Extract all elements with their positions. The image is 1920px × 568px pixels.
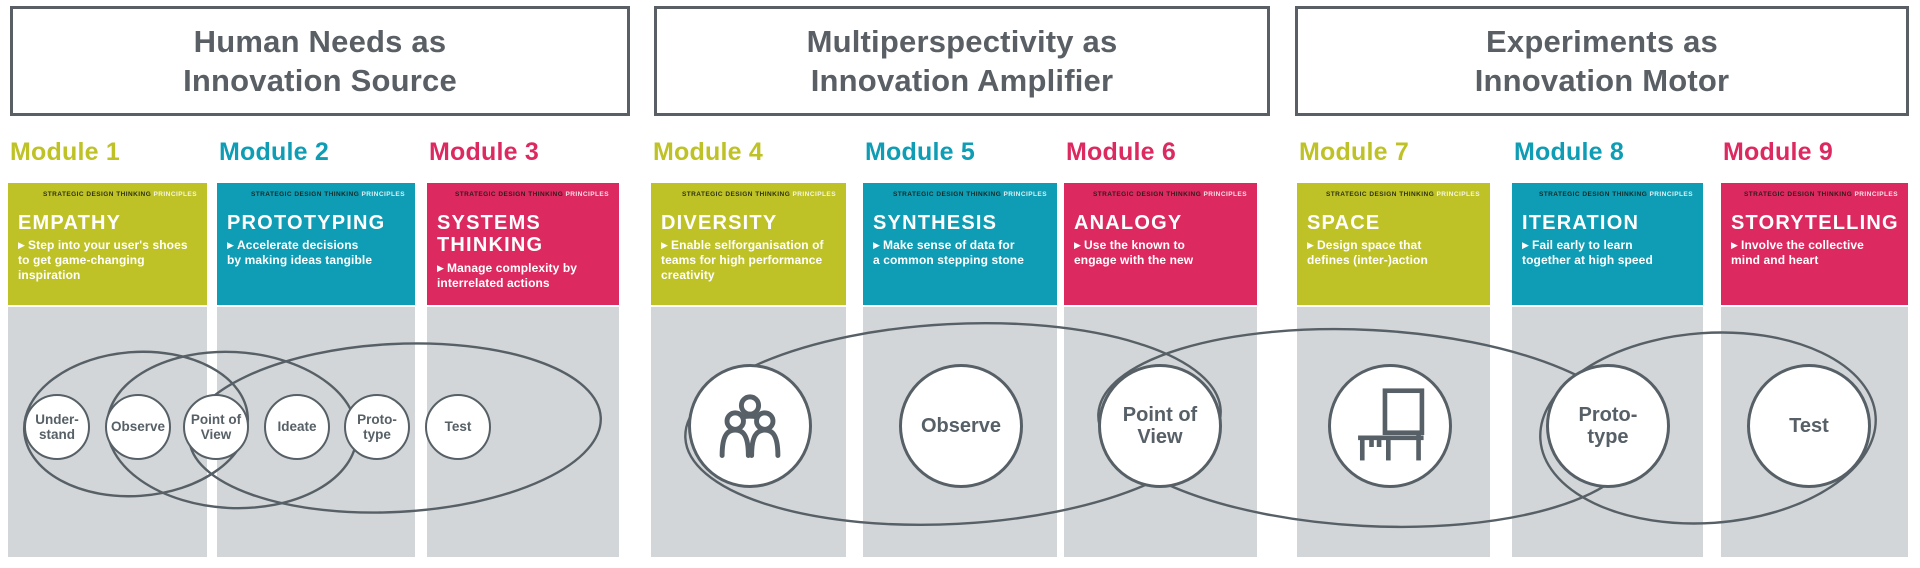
process-step-point-of-view: Point of View bbox=[183, 394, 249, 460]
people-group-icon bbox=[719, 394, 781, 458]
module-label: Module 1 bbox=[10, 138, 120, 166]
process-step-label: Ideate bbox=[277, 419, 317, 435]
group-title: Experiments as Innovation Motor bbox=[1474, 23, 1730, 98]
card-title: SPACE bbox=[1307, 212, 1381, 235]
process-step-label: Point of View bbox=[1122, 403, 1198, 448]
process-step-label: Proto- type bbox=[357, 411, 397, 442]
card-series-title: STRATEGIC DESIGN THINKING PRINCIPLES bbox=[250, 191, 405, 198]
process-circle-diversity bbox=[688, 364, 812, 488]
card-description: ▶ Involve the collective mind and heart bbox=[1731, 238, 1898, 267]
group-header-3: Experiments as Innovation Motor bbox=[1295, 6, 1909, 116]
module-card-diversity: STRATEGIC DESIGN THINKING PRINCIPLES DIV… bbox=[651, 183, 846, 305]
card-description-text: Design space that defines (inter-)action bbox=[1307, 238, 1428, 268]
card-title: STORYTELLING bbox=[1731, 212, 1899, 235]
bullet-arrow-icon: ▶ bbox=[1074, 240, 1082, 251]
process-step-observe: Observe bbox=[105, 394, 171, 460]
bullet-arrow-icon: ▶ bbox=[661, 240, 669, 251]
card-description: ▶ Accelerate decisions by making ideas ta… bbox=[227, 238, 405, 267]
process-step-label: Under- stand bbox=[35, 411, 79, 442]
card-series-title: STRATEGIC DESIGN THINKING PRINCIPLES bbox=[892, 191, 1047, 198]
bullet-arrow-icon: ▶ bbox=[18, 240, 26, 251]
card-description: ▶ Step into your user's shoes to get game… bbox=[18, 238, 197, 282]
group-title: Multiperspectivity as Innovation Amplifi… bbox=[806, 23, 1118, 98]
process-step-test: Test bbox=[425, 394, 491, 460]
process-step-label: Proto- type bbox=[1578, 403, 1638, 448]
card-title: EMPATHY bbox=[18, 212, 122, 235]
card-series-title: STRATEGIC DESIGN THINKING PRINCIPLES bbox=[1092, 191, 1247, 198]
bullet-arrow-icon: ▶ bbox=[873, 240, 881, 251]
card-series-title: STRATEGIC DESIGN THINKING PRINCIPLES bbox=[1325, 191, 1480, 198]
card-series-title: STRATEGIC DESIGN THINKING PRINCIPLES bbox=[1538, 191, 1693, 198]
module-column-1: Module 1 STRATEGIC DESIGN THINKING PRINC… bbox=[8, 0, 207, 568]
card-description-text: Enable selforganisation of teams for hig… bbox=[661, 238, 824, 282]
module-label: Module 5 bbox=[865, 138, 975, 166]
card-description: ▶ Design space that defines (inter-)actio… bbox=[1307, 238, 1480, 267]
process-circle-space bbox=[1328, 364, 1452, 488]
module-column-3: Module 3 STRATEGIC DESIGN THINKING PRINC… bbox=[427, 0, 619, 568]
table-icon bbox=[1358, 388, 1425, 461]
bullet-arrow-icon: ▶ bbox=[1522, 240, 1530, 251]
module-label: Module 2 bbox=[219, 138, 329, 166]
module-card-synthesis: STRATEGIC DESIGN THINKING PRINCIPLES SYN… bbox=[863, 183, 1057, 305]
module-label: Module 7 bbox=[1299, 138, 1409, 166]
module-card-iteration: STRATEGIC DESIGN THINKING PRINCIPLES ITE… bbox=[1512, 183, 1703, 305]
process-step-label: Observe bbox=[920, 414, 1002, 437]
module-card-analogy: STRATEGIC DESIGN THINKING PRINCIPLES ANA… bbox=[1064, 183, 1257, 305]
card-series-title: STRATEGIC DESIGN THINKING PRINCIPLES bbox=[42, 191, 197, 198]
bullet-arrow-icon: ▶ bbox=[227, 240, 235, 251]
card-description-text: Fail early to learn together at high spe… bbox=[1522, 238, 1653, 268]
group-header-2: Multiperspectivity as Innovation Amplifi… bbox=[654, 6, 1270, 116]
module-card-prototyping: STRATEGIC DESIGN THINKING PRINCIPLES PRO… bbox=[217, 183, 415, 305]
module-card-systems-thinking: STRATEGIC DESIGN THINKING PRINCIPLES SYS… bbox=[427, 183, 619, 305]
group-title: Human Needs as Innovation Source bbox=[183, 23, 457, 98]
module-label: Module 8 bbox=[1514, 138, 1624, 166]
process-circle-observe: Observe bbox=[899, 364, 1023, 488]
module-label: Module 4 bbox=[653, 138, 763, 166]
process-step-label: Test bbox=[1789, 414, 1829, 437]
card-description: ▶ Make sense of data for a common steppin… bbox=[873, 238, 1047, 267]
module-card-empathy: STRATEGIC DESIGN THINKING PRINCIPLES EMP… bbox=[8, 183, 207, 305]
card-description: ▶ Manage complexity by interrelated actio… bbox=[437, 261, 609, 290]
card-title: DIVERSITY bbox=[661, 212, 778, 235]
process-step-ideate: Ideate bbox=[264, 394, 330, 460]
process-step-prototype: Proto- type bbox=[344, 394, 410, 460]
module-card-storytelling: STRATEGIC DESIGN THINKING PRINCIPLES STO… bbox=[1721, 183, 1908, 305]
process-step-label: Observe bbox=[110, 419, 166, 435]
process-circle-test: Test bbox=[1747, 364, 1871, 488]
bullet-arrow-icon: ▶ bbox=[437, 262, 445, 273]
bullet-arrow-icon: ▶ bbox=[1307, 240, 1315, 251]
card-description-text: Accelerate decisions by making ideas tan… bbox=[227, 238, 373, 268]
module-label: Module 3 bbox=[429, 138, 539, 166]
card-description: ▶ Use the known to engage with the new bbox=[1074, 238, 1247, 267]
process-step-label: Test bbox=[444, 419, 472, 435]
card-description-text: Involve the collective mind and heart bbox=[1731, 238, 1864, 268]
module-card-space: STRATEGIC DESIGN THINKING PRINCIPLES SPA… bbox=[1297, 183, 1490, 305]
module-label: Module 9 bbox=[1723, 138, 1833, 166]
card-series-title: STRATEGIC DESIGN THINKING PRINCIPLES bbox=[681, 191, 836, 198]
card-description: ▶ Fail early to learn together at high sp… bbox=[1522, 238, 1693, 267]
card-description-text: Use the known to engage with the new bbox=[1074, 238, 1194, 268]
group-header-1: Human Needs as Innovation Source bbox=[10, 6, 630, 116]
card-title: SYNTHESIS bbox=[873, 212, 998, 235]
card-description-text: Make sense of data for a common stepping… bbox=[873, 238, 1024, 268]
card-title: PROTOTYPING bbox=[227, 212, 386, 235]
process-step-label: Point of View bbox=[190, 411, 242, 442]
bullet-arrow-icon: ▶ bbox=[1731, 240, 1739, 251]
process-circle-point-of-view: Point of View bbox=[1098, 364, 1222, 488]
card-title: ANALOGY bbox=[1074, 212, 1183, 235]
card-description: ▶ Enable selforganisation of teams for hi… bbox=[661, 238, 836, 282]
module-column-2: Module 2 STRATEGIC DESIGN THINKING PRINC… bbox=[217, 0, 415, 568]
process-step-understand: Under- stand bbox=[24, 394, 90, 460]
card-title: ITERATION bbox=[1522, 212, 1640, 235]
card-title: SYSTEMS THINKING bbox=[437, 212, 544, 257]
module-label: Module 6 bbox=[1066, 138, 1176, 166]
card-series-title: STRATEGIC DESIGN THINKING PRINCIPLES bbox=[454, 191, 609, 198]
process-circle-prototype: Proto- type bbox=[1546, 364, 1670, 488]
card-description-text: Manage complexity by interrelated action… bbox=[437, 260, 578, 290]
card-description-text: Step into your user's shoes to get game-… bbox=[18, 238, 188, 282]
card-series-title: STRATEGIC DESIGN THINKING PRINCIPLES bbox=[1743, 191, 1898, 198]
